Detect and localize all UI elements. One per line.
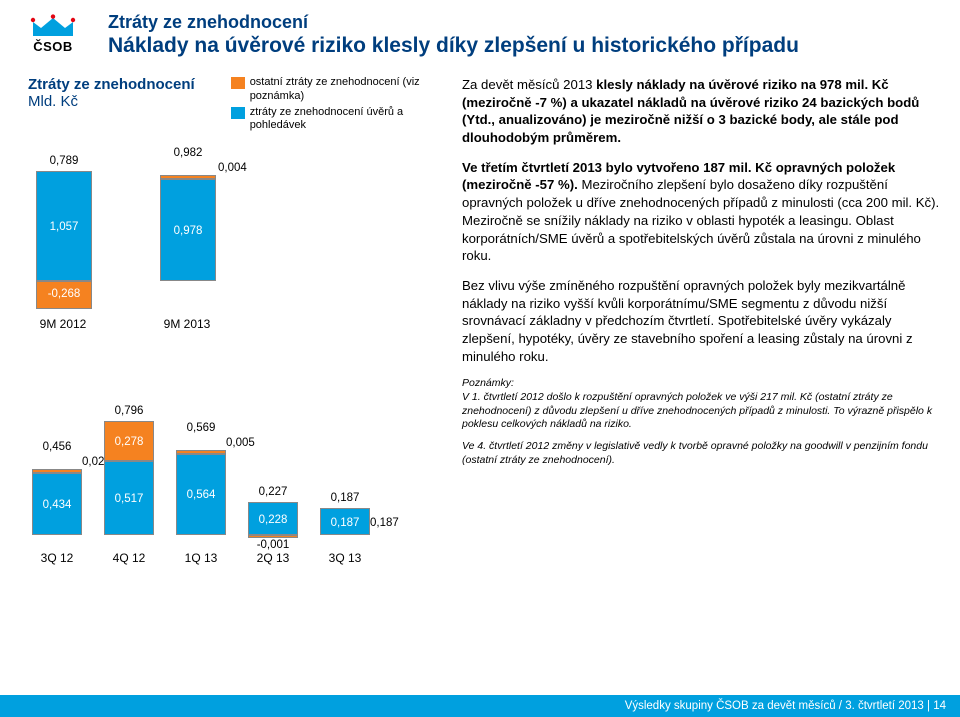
chart1: 9M 20121,057-0,2680,7899M 20130,9780,004… xyxy=(28,141,440,331)
bar-value-blue: 0,564 xyxy=(176,489,226,501)
footer-text: Výsledky skupiny ČSOB za devět měsíců / … xyxy=(625,700,946,712)
chart1-unit: Mld. Kč xyxy=(28,93,195,110)
bar-value-blue: 1,057 xyxy=(36,221,92,233)
bar-value-orange: -0,268 xyxy=(36,288,92,300)
p1-lead: Za devět měsíců 2013 xyxy=(462,77,596,92)
title-block: Ztráty ze znehodnocení Náklady na úvěrov… xyxy=(108,12,960,58)
slide-footer: Výsledky skupiny ČSOB za devět měsíců / … xyxy=(0,695,960,717)
bar-value-total: 0,456 xyxy=(32,441,82,453)
chart2: 3Q 120,4340,0220,4564Q 120,5170,2780,796… xyxy=(28,359,440,569)
bar-side-label: 0,187 xyxy=(370,517,414,529)
bar-value-total: 0,569 xyxy=(176,422,226,434)
chart2-bar: 0,517 0,278 0,796 xyxy=(104,359,154,569)
note-2: Ve 4. čtvrtletí 2012 změny v legislativě… xyxy=(462,440,942,467)
bar-segment-orange xyxy=(248,535,298,538)
legend-item-orange: ostatní ztráty ze znehodnocení (viz pozn… xyxy=(231,76,421,104)
charts-column: Ztráty ze znehodnocení Mld. Kč ostatní z… xyxy=(28,76,440,569)
chart2-bar: 0,4340,0220,456 xyxy=(32,359,82,569)
bar-value-blue: 0,978 xyxy=(160,225,216,237)
slide-header: ČSOB Ztráty ze znehodnocení Náklady na ú… xyxy=(0,0,960,70)
slide-content: Ztráty ze znehodnocení Mld. Kč ostatní z… xyxy=(0,70,960,569)
chart1-bar: 1,057 -0,268 0,789 xyxy=(36,141,92,331)
slide-title: Náklady na úvěrové riziko klesly díky zl… xyxy=(108,34,960,58)
paragraph-2: Ve třetím čtvrtletí 2013 bylo vytvořeno … xyxy=(462,159,942,265)
bar-segment-orange xyxy=(32,469,82,473)
csob-logo: ČSOB xyxy=(16,12,90,56)
bar-value-blue: 0,434 xyxy=(32,499,82,511)
chart2-bar: 0,1870,1870,187 xyxy=(320,359,370,569)
chart1-bar: 0,9780,0040,982 xyxy=(160,141,216,331)
bar-value-orange: -0,001 xyxy=(248,539,298,551)
logo-text: ČSOB xyxy=(33,39,73,54)
bar-value-total: 0,187 xyxy=(320,492,370,504)
paragraph-3: Bez vlivu výše zmíněného rozpuštění opra… xyxy=(462,277,942,365)
legend-item-blue: ztráty ze znehodnocení úvěrů a pohledáve… xyxy=(231,106,421,134)
chart-legend: ostatní ztráty ze znehodnocení (viz pozn… xyxy=(231,76,421,135)
legend-swatch-orange xyxy=(231,77,245,89)
bar-value-blue: 0,187 xyxy=(320,517,370,529)
crown-icon xyxy=(29,14,77,38)
bar-segment-orange xyxy=(176,450,226,454)
bar-value-blue: 0,517 xyxy=(104,493,154,505)
chart1-title: Ztráty ze znehodnocení xyxy=(28,76,195,93)
paragraph-1: Za devět měsíců 2013 klesly náklady na ú… xyxy=(462,76,942,147)
bar-value-blue: 0,228 xyxy=(248,514,298,526)
bar-value-orange: 0,278 xyxy=(104,436,154,448)
legend-label-blue: ztráty ze znehodnocení úvěrů a pohledáve… xyxy=(250,106,421,134)
bar-value-orange: 0,004 xyxy=(218,162,262,174)
bar-value-total: 0,796 xyxy=(104,405,154,417)
legend-label-orange: ostatní ztráty ze znehodnocení (viz pozn… xyxy=(250,76,421,104)
chart2-bar: 0,228 -0,001 0,227 xyxy=(248,359,298,569)
bar-value-total: 0,789 xyxy=(36,155,92,167)
text-column: Za devět měsíců 2013 klesly náklady na ú… xyxy=(440,76,942,569)
slide-subtitle: Ztráty ze znehodnocení xyxy=(108,12,960,33)
legend-swatch-blue xyxy=(231,107,245,119)
notes-label: Poznámky: xyxy=(462,377,942,391)
note-1: V 1. čtvrtletí 2012 došlo k rozpuštění o… xyxy=(462,391,942,432)
bar-value-total: 0,227 xyxy=(248,486,298,498)
chart2-bar: 0,5640,0050,569 xyxy=(176,359,226,569)
bar-segment-orange xyxy=(160,175,216,179)
bar-value-total: 0,982 xyxy=(160,147,216,159)
notes: Poznámky: V 1. čtvrtletí 2012 došlo k ro… xyxy=(462,377,942,467)
